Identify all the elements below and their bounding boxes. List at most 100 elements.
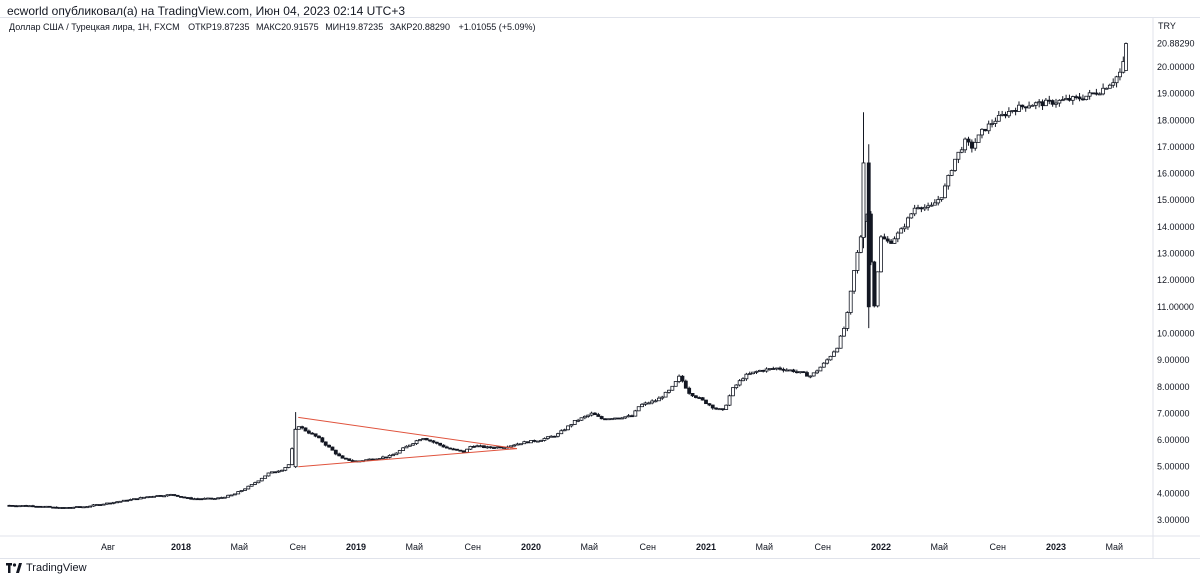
candle-body	[10, 505, 15, 507]
price-tick-label: 7.00000	[1157, 408, 1190, 418]
candle-body	[724, 404, 729, 410]
candle-body	[791, 369, 796, 373]
price-tick-label: 15.00000	[1157, 195, 1195, 205]
price-axis-ticks: 3.00000 4.00000 5.00000 6.00000 7.00000 8.000…	[1157, 62, 1195, 525]
tradingview-brand[interactable]: TradingView	[6, 561, 87, 575]
price-tick-label: 9.00000	[1157, 355, 1190, 365]
legend-symbol: Доллар США / Турецкая лира, 1Н, FXCM	[9, 22, 180, 32]
candle-body	[1013, 110, 1018, 112]
candle-body	[283, 467, 288, 471]
candle-body	[562, 429, 567, 432]
candle-body	[966, 138, 971, 143]
candle-body	[1050, 100, 1055, 105]
candle-body	[37, 505, 42, 508]
candle-body	[263, 475, 268, 479]
candle-body	[128, 499, 133, 502]
candle-body	[61, 507, 66, 509]
candle-body	[384, 456, 389, 459]
time-tick-label: Май	[1105, 542, 1123, 552]
candle-body	[286, 464, 291, 468]
candle-body	[259, 477, 264, 482]
candles	[7, 42, 1128, 509]
candle-body	[613, 417, 618, 420]
time-tick-label: Май	[580, 542, 598, 552]
candle-body	[212, 498, 217, 501]
candle-body	[798, 371, 803, 374]
price-tick-label: 4.00000	[1157, 488, 1190, 498]
candle-body	[347, 458, 352, 461]
candle-body	[485, 446, 490, 449]
candle-body	[667, 389, 671, 393]
candle-body	[805, 372, 809, 377]
candle-body	[94, 504, 99, 506]
candle-body	[1084, 95, 1089, 100]
candle-body	[57, 507, 62, 509]
candle-body	[556, 433, 560, 437]
candle-body	[737, 380, 742, 386]
price-tick-label: 5.00000	[1157, 462, 1190, 472]
currency-label: TRY	[1158, 21, 1176, 31]
candle-body	[529, 440, 533, 444]
candle-body	[943, 185, 947, 199]
candle-body	[599, 416, 604, 420]
candle-body	[471, 446, 476, 448]
candle-body	[98, 504, 103, 506]
candle-body	[131, 498, 136, 501]
candle-body	[121, 499, 126, 502]
candle-body	[182, 496, 187, 499]
time-tick-label: Май	[230, 542, 248, 552]
candle-body	[889, 240, 893, 244]
candle-body	[885, 238, 890, 242]
price-tick-label: 20.00000	[1157, 62, 1195, 72]
candle-body	[606, 418, 611, 421]
candle-body	[714, 407, 718, 410]
candle-body	[643, 402, 648, 405]
candle-body	[717, 408, 722, 411]
candle-body	[636, 406, 641, 412]
candle-body	[478, 445, 483, 448]
candle-body	[936, 199, 941, 204]
candle-body	[461, 450, 466, 453]
candle-body	[313, 433, 318, 437]
time-tick-label: Сен	[464, 542, 481, 552]
candle-body	[68, 507, 72, 509]
candle-body	[411, 443, 416, 446]
candle-body	[993, 120, 998, 124]
candle-body	[424, 438, 429, 441]
candle-body	[848, 290, 853, 313]
time-tick-label: 2020	[521, 542, 541, 552]
legend-close-value: 20.88290	[412, 22, 450, 32]
candle-body	[990, 123, 994, 125]
candle-body	[949, 170, 954, 176]
candle-body	[488, 446, 493, 449]
candle-body	[111, 501, 116, 504]
candle-body	[20, 505, 25, 507]
candle-body	[815, 370, 819, 374]
candle-body	[660, 396, 665, 399]
candle-body	[593, 412, 597, 416]
price-tick-label: 12.00000	[1157, 275, 1195, 285]
candle-body	[1040, 101, 1045, 107]
candle-body	[290, 448, 294, 466]
candle-body	[135, 498, 140, 501]
candle-body	[757, 369, 762, 372]
legend: Доллар США / Турецкая лира, 1Н, FXCM ОТК…	[9, 22, 536, 32]
time-tick-label: Май	[930, 542, 948, 552]
price-tick-label: 14.00000	[1157, 222, 1195, 232]
candle-body	[1047, 99, 1052, 102]
candle-body	[269, 471, 274, 474]
candle-body	[115, 501, 119, 504]
candle-body	[866, 162, 871, 308]
candle-body	[1003, 113, 1008, 117]
candle-body	[906, 217, 910, 228]
price-chart[interactable]: Доллар США / Турецкая лира, 1Н, FXCM ОТК…	[0, 17, 1200, 559]
candle-body	[195, 498, 200, 501]
candle-body	[377, 458, 382, 460]
candle-body	[1118, 71, 1122, 78]
legend-low-value: 19.87235	[346, 22, 384, 32]
candle-body	[78, 506, 82, 508]
candle-body	[781, 368, 786, 371]
candle-body	[838, 335, 843, 349]
candle-body	[189, 497, 193, 500]
candle-body	[522, 441, 527, 445]
